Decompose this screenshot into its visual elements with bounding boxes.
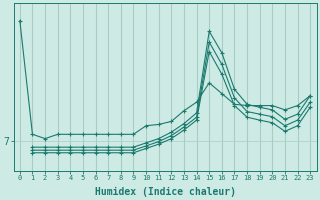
X-axis label: Humidex (Indice chaleur): Humidex (Indice chaleur) [94, 186, 236, 197]
